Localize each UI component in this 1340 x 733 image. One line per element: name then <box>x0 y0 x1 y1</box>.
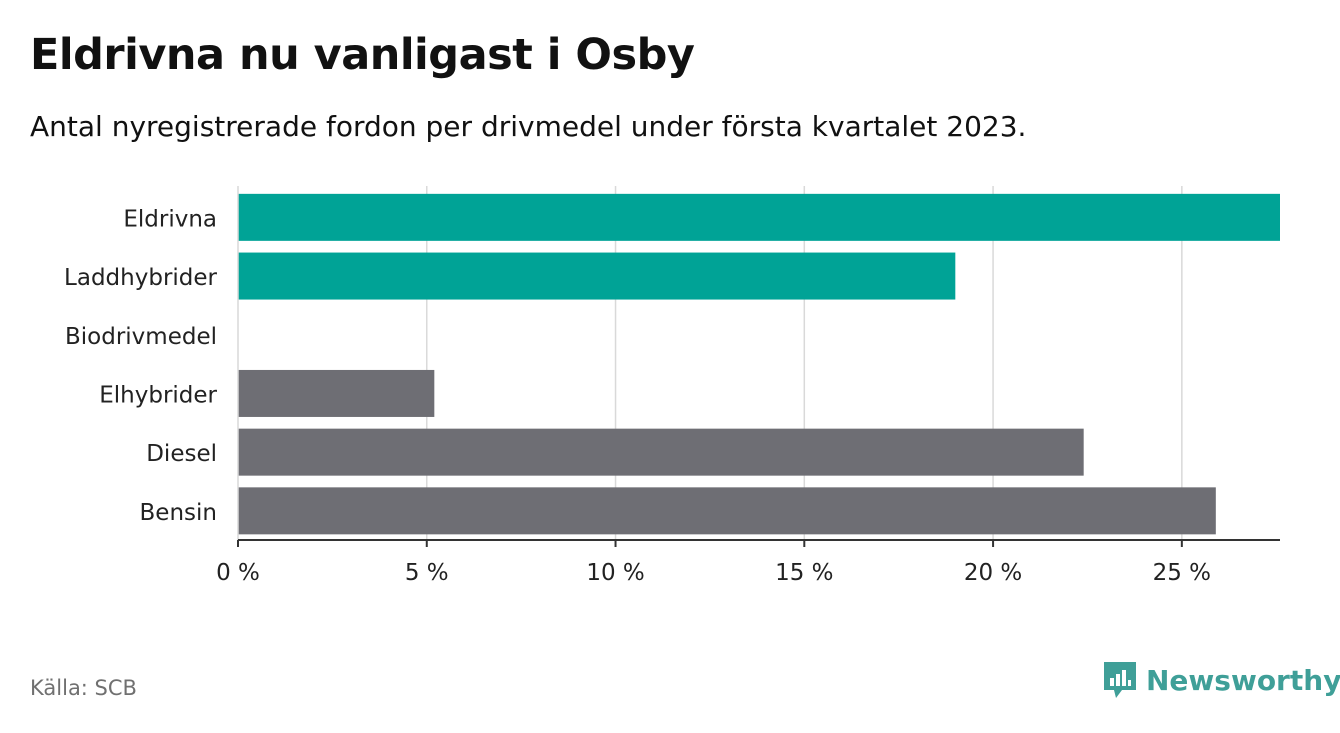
bar <box>238 487 1216 535</box>
category-label: Diesel <box>146 441 217 467</box>
chart-subtitle: Antal nyregistrerade fordon per drivmede… <box>30 110 1027 143</box>
newsworthy-logo-icon <box>1104 662 1136 698</box>
category-label: Biodrivmedel <box>65 324 217 350</box>
x-tick-label: 25 % <box>1153 560 1211 586</box>
x-tick-label: 20 % <box>964 560 1022 586</box>
bar <box>238 369 435 417</box>
x-tick-label: 5 % <box>405 560 449 586</box>
brand-name: Newsworthy <box>1146 663 1340 697</box>
bar <box>238 428 1084 476</box>
x-tick-label: 15 % <box>775 560 833 586</box>
bar <box>238 252 956 300</box>
x-tick-label: 0 % <box>216 560 260 586</box>
brand-logo: Newsworthy <box>1102 660 1340 700</box>
category-label: Elhybrider <box>99 382 217 408</box>
category-label: Eldrivna <box>123 206 217 232</box>
category-label: Laddhybrider <box>64 265 217 291</box>
category-label: Bensin <box>140 500 217 526</box>
x-tick-label: 10 % <box>586 560 644 586</box>
chart-title: Eldrivna nu vanligast i Osby <box>30 30 695 80</box>
bar <box>238 193 1280 241</box>
source-note: Källa: SCB <box>30 676 137 700</box>
bar-chart: Eldrivna Laddhybrider Biodrivmedel Elhybrid… <box>64 186 1280 586</box>
